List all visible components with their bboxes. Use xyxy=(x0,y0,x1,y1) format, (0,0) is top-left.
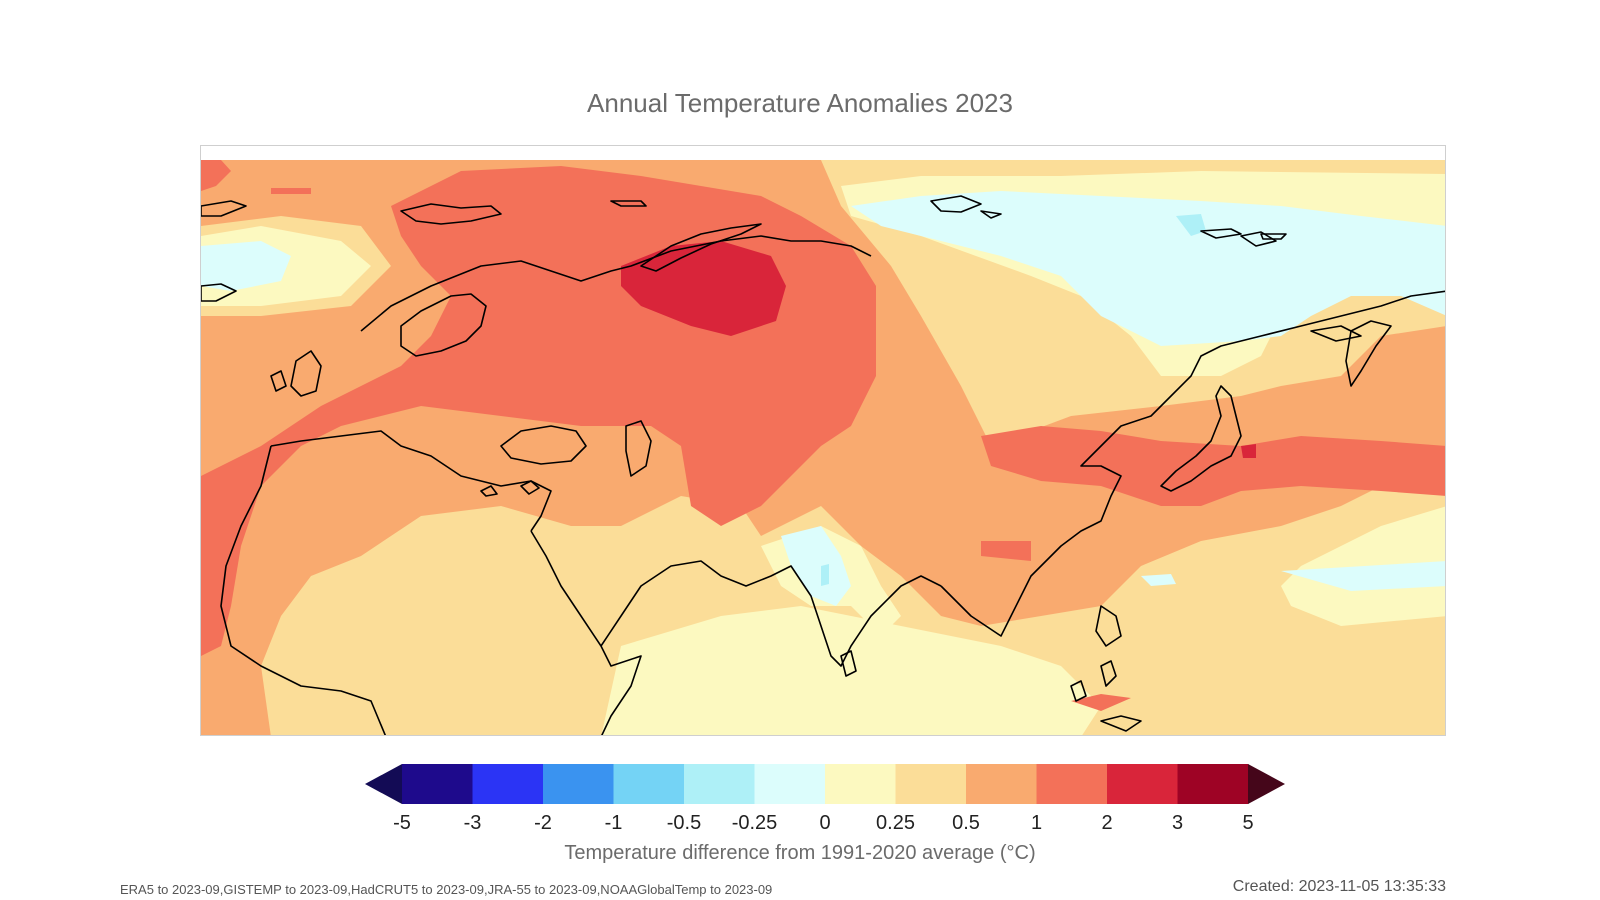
colorbar-tick-label: -3 xyxy=(463,812,482,834)
colorbar-label: Temperature difference from 1991-2020 av… xyxy=(564,842,1036,864)
colorbar-cell xyxy=(472,764,544,804)
colorbar-cell xyxy=(966,764,1037,804)
colorbar-cell xyxy=(1107,764,1178,804)
anomaly-fill-neg0.25-0 xyxy=(201,191,1445,606)
colorbar-cell xyxy=(684,764,755,804)
colorbar-tick-label: 1 xyxy=(1030,812,1043,834)
colorbar-tick-label: 0 xyxy=(819,812,831,834)
colorbar-tick-label: 0.5 xyxy=(952,812,980,834)
colorbar-cell xyxy=(613,764,685,804)
colorbar-cell xyxy=(1036,764,1108,804)
coastlines xyxy=(201,195,1445,735)
colorbar-tick-label: -5 xyxy=(393,812,411,834)
colorbar-cell xyxy=(543,764,614,804)
colorbar-over-arrow xyxy=(1248,764,1285,804)
map-top-margin xyxy=(201,146,1445,160)
colorbar-tick-label: -2 xyxy=(534,812,552,834)
colorbar-cell xyxy=(402,764,473,804)
colorbar-tick-label: 3 xyxy=(1171,812,1184,834)
colorbar-cell xyxy=(754,764,826,804)
colorbar-tick-label: -0.5 xyxy=(666,812,702,834)
colorbar-cell xyxy=(825,764,896,804)
colorbar-tick-label: -1 xyxy=(604,812,623,834)
colorbar-tick-label: -0.25 xyxy=(731,812,778,834)
colorbar-tick-label: 2 xyxy=(1101,812,1113,834)
colorbar-tick-label: 0.25 xyxy=(876,812,915,834)
colorbar-cell xyxy=(1177,764,1249,804)
anomaly-map-svg xyxy=(201,146,1445,735)
created-timestamp: Created: 2023-11-05 13:35:33 xyxy=(1232,878,1446,895)
anomaly-fill-1-2 xyxy=(201,160,1445,711)
anomaly-fill-2-3 xyxy=(621,241,1256,458)
anomaly-map xyxy=(200,145,1446,736)
colorbar-under-arrow xyxy=(365,764,402,804)
colorbar-tick-label: 5 xyxy=(1242,812,1254,834)
colorbar-cell xyxy=(895,764,967,804)
data-sources: ERA5 to 2023-09,GISTEMP to 2023-09,HadCR… xyxy=(120,882,773,897)
colorbar xyxy=(365,764,1285,804)
chart-title: Annual Temperature Anomalies 2023 xyxy=(587,88,1013,118)
